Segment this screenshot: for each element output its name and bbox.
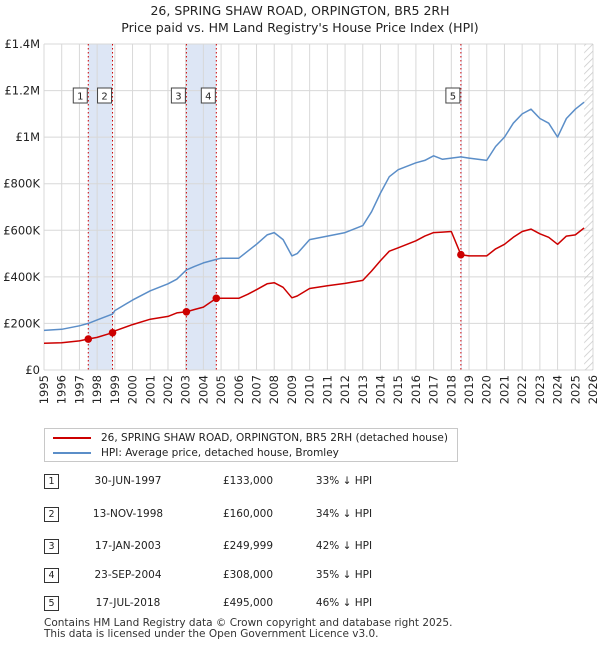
- transaction-date: 17-JAN-2003: [94, 540, 162, 552]
- x-tick-label: 2009: [285, 375, 299, 404]
- table-row: 4 23-SEP-2004 £308,000 35% ↓ HPI: [44, 566, 464, 584]
- x-tick-label: 2014: [373, 375, 387, 404]
- forecast-hatch: [584, 44, 593, 370]
- transaction-price: £160,000: [222, 508, 274, 520]
- x-tick-label: 2017: [427, 375, 441, 404]
- transaction-price: £495,000: [222, 597, 274, 609]
- legend-swatch-hpi: [53, 452, 91, 454]
- x-tick-label: 2018: [444, 375, 458, 404]
- transaction-hpi-relation: 34% ↓ HPI: [315, 508, 373, 520]
- x-tick-label: 2007: [250, 375, 264, 404]
- footer: Contains HM Land Registry data © Crown c…: [44, 618, 452, 640]
- transaction-date: 23-SEP-2004: [94, 569, 162, 581]
- legend: 26, SPRING SHAW ROAD, ORPINGTON, BR5 2RH…: [44, 428, 458, 462]
- x-tick-label: 2001: [143, 375, 157, 404]
- sale-point: [84, 335, 93, 343]
- transaction-number: 3: [44, 539, 59, 554]
- ownership-shade: [460, 44, 462, 370]
- table-row: 2 13-NOV-1998 £160,000 34% ↓ HPI: [44, 505, 464, 523]
- x-tick-label: 2021: [497, 375, 511, 404]
- x-tick-label: 1999: [108, 375, 122, 404]
- sale-label-text: 4: [205, 92, 211, 103]
- x-tick-label: 2023: [533, 375, 547, 404]
- x-tick-label: 1997: [72, 375, 86, 404]
- y-tick-label: £600K: [3, 223, 40, 237]
- sale-point: [457, 250, 465, 259]
- x-tick-label: 2002: [161, 375, 175, 404]
- x-tick-label: 2010: [303, 375, 317, 404]
- y-tick-label: £800K: [3, 177, 40, 191]
- transaction-price: £249,999: [222, 540, 274, 552]
- footer-copyright: Contains HM Land Registry data © Crown c…: [44, 617, 453, 629]
- x-tick-label: 2003: [179, 375, 193, 404]
- transaction-hpi-relation: 46% ↓ HPI: [315, 597, 373, 609]
- x-tick-label: 2022: [515, 375, 529, 404]
- y-tick-label: £1.2M: [4, 84, 40, 98]
- sale-label-box: [170, 87, 186, 104]
- x-tick-label: 2000: [126, 375, 140, 404]
- table-row: 3 17-JAN-2003 £249,999 42% ↓ HPI: [44, 537, 464, 555]
- y-tick-label: £200K: [3, 316, 40, 330]
- x-tick-label: 1998: [90, 375, 104, 404]
- x-tick-label: 2019: [462, 375, 476, 404]
- transaction-price: £133,000: [222, 475, 274, 487]
- x-tick-label: 1995: [37, 375, 51, 404]
- sale-point: [182, 307, 191, 316]
- transaction-date: 30-JUN-1997: [94, 475, 162, 487]
- transaction-hpi-relation: 42% ↓ HPI: [315, 540, 373, 552]
- y-tick-label: £1M: [15, 130, 40, 144]
- y-tick-label: £0: [25, 363, 40, 377]
- y-tick-label: £1.4M: [4, 37, 40, 51]
- sale-point: [212, 294, 221, 303]
- transaction-hpi-relation: 33% ↓ HPI: [315, 475, 373, 487]
- transaction-price: £308,000: [222, 569, 274, 581]
- transaction-date: 17-JUL-2018: [95, 597, 161, 609]
- property-series-line: [43, 227, 585, 344]
- x-tick-label: 2011: [320, 375, 334, 404]
- x-tick-label: 2013: [356, 375, 370, 404]
- transaction-number: 1: [44, 474, 59, 489]
- sale-label-text: 2: [101, 92, 107, 103]
- legend-item-property: 26, SPRING SHAW ROAD, ORPINGTON, BR5 2RH…: [53, 431, 448, 445]
- legend-item-hpi: HPI: Average price, detached house, Brom…: [53, 446, 339, 460]
- x-tick-label: 2020: [480, 375, 494, 404]
- sale-label-text: 3: [175, 92, 181, 103]
- legend-label-property: 26, SPRING SHAW ROAD, ORPINGTON, BR5 2RH…: [101, 432, 448, 444]
- x-tick-label: 2005: [214, 375, 228, 404]
- x-tick-label: 2008: [267, 375, 281, 404]
- hpi-series-line: [43, 101, 585, 332]
- x-tick-label: 2024: [551, 375, 565, 404]
- sale-label-box: [72, 87, 88, 104]
- sale-label-box: [445, 87, 461, 104]
- footer-licence: This data is licensed under the Open Gov…: [44, 628, 379, 640]
- sale-label-box: [97, 87, 113, 104]
- x-tick-label: 2006: [232, 375, 246, 404]
- x-tick-label: 1996: [55, 375, 69, 404]
- x-tick-label: 2016: [409, 375, 423, 404]
- x-tick-label: 2025: [568, 375, 582, 404]
- chart-subtitle: Price paid vs. HM Land Registry's House …: [121, 20, 479, 35]
- x-tick-label: 2012: [338, 375, 352, 404]
- x-tick-label: 2004: [196, 375, 210, 404]
- sale-point: [108, 328, 117, 337]
- transaction-number: 4: [44, 568, 59, 583]
- sale-label-text: 1: [77, 92, 83, 103]
- x-tick-label: 2026: [586, 375, 600, 404]
- y-tick-label: £400K: [3, 270, 40, 284]
- transaction-number: 2: [44, 507, 59, 522]
- transaction-number: 5: [44, 596, 59, 611]
- sale-label-box: [200, 87, 216, 104]
- sale-label-text: 5: [450, 92, 456, 103]
- table-row: 1 30-JUN-1997 £133,000 33% ↓ HPI: [44, 472, 464, 490]
- transaction-date: 13-NOV-1998: [92, 508, 164, 520]
- price-chart: 1 2 3 4 5 £0 £200K £400K £600K £800K £1M £1.2M £1.4…: [3, 37, 600, 404]
- transaction-hpi-relation: 35% ↓ HPI: [315, 569, 373, 581]
- chart-title: 26, SPRING SHAW ROAD, ORPINGTON, BR5 2RH: [150, 3, 450, 18]
- legend-label-hpi: HPI: Average price, detached house, Brom…: [101, 447, 339, 459]
- legend-swatch-property: [53, 437, 91, 439]
- table-row: 5 17-JUL-2018 £495,000 46% ↓ HPI: [44, 594, 464, 612]
- x-tick-label: 2015: [391, 375, 405, 404]
